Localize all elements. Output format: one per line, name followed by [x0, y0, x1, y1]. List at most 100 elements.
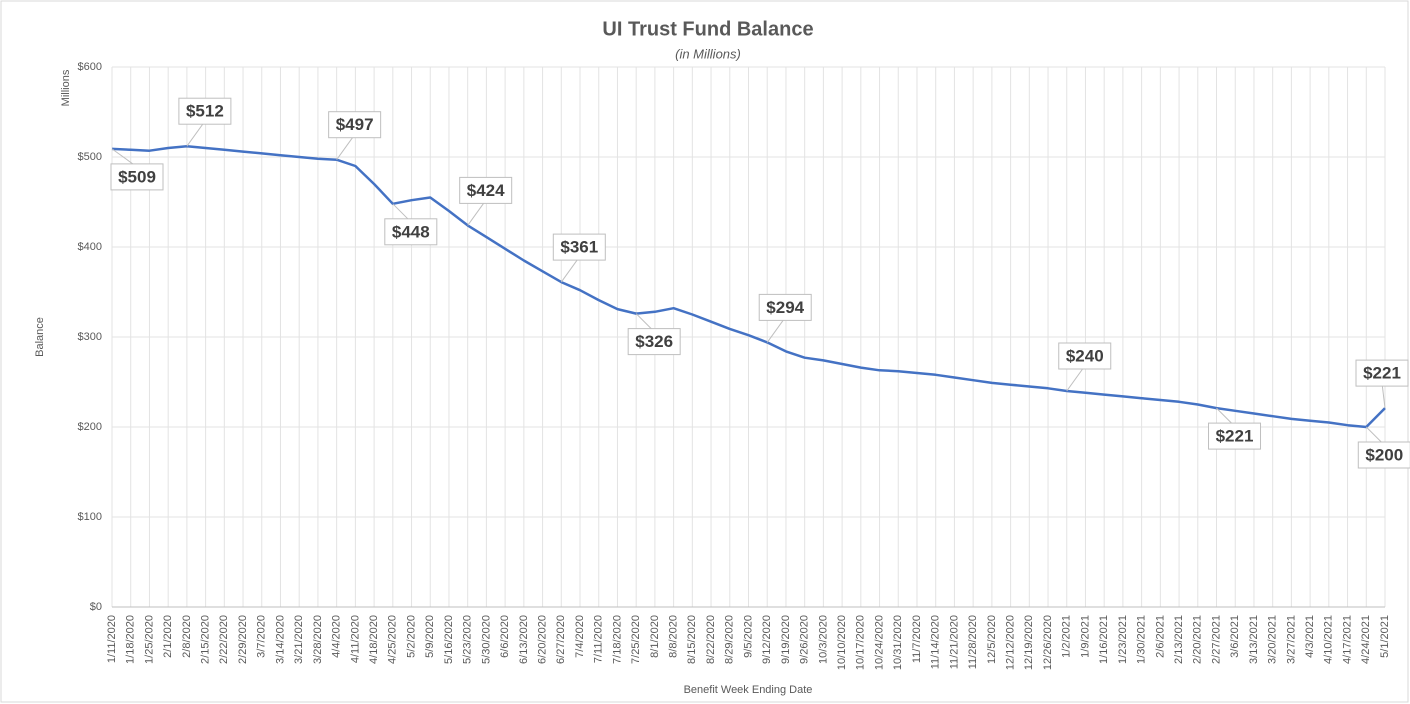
data-label: $221	[1216, 427, 1254, 446]
x-tick-label: 7/4/2020	[574, 615, 586, 658]
y-tick-label: $400	[78, 241, 102, 253]
y-tick-label: $600	[78, 61, 102, 73]
x-tick-label: 11/14/2020	[930, 615, 942, 669]
x-tick-label: 5/23/2020	[462, 615, 474, 664]
x-tick-label: 10/3/2020	[817, 615, 829, 664]
x-tick-label: 1/25/2020	[143, 615, 155, 664]
callout-leader	[336, 134, 356, 160]
data-label: $509	[118, 167, 156, 186]
x-tick-label: 2/15/2020	[200, 615, 212, 664]
y-tick-label: $200	[78, 421, 102, 433]
x-tick-label: 3/14/2020	[274, 615, 286, 664]
x-tick-label: 1/18/2020	[125, 615, 137, 664]
x-tick-label: 4/10/2021	[1323, 615, 1335, 664]
chart-title: UI Trust Fund Balance	[602, 18, 813, 40]
callout-box	[459, 176, 513, 204]
data-label: $221	[1363, 364, 1401, 383]
x-tick-label: 11/28/2020	[967, 615, 979, 669]
x-tick-label: 1/23/2021	[1117, 615, 1129, 664]
x-tick-label: 3/13/2021	[1248, 615, 1260, 664]
y-tick-label: $300	[78, 331, 102, 343]
callout-leader	[766, 317, 786, 343]
y-tick-label: $0	[90, 601, 102, 613]
x-tick-label: 6/6/2020	[499, 615, 511, 658]
chart-subtitle: (in Millions)	[675, 46, 741, 61]
data-label: $361	[560, 238, 598, 257]
x-tick-label: 1/2/2021	[1061, 615, 1073, 658]
x-tick-label: 8/1/2020	[649, 615, 661, 658]
x-tick-label: 3/7/2020	[256, 615, 268, 658]
x-tick-label: 6/20/2020	[536, 615, 548, 664]
x-tick-label: 4/4/2020	[331, 615, 343, 658]
x-tick-label: 2/13/2021	[1173, 615, 1185, 664]
x-tick-label: 5/16/2020	[443, 615, 455, 664]
data-label: $448	[392, 222, 430, 241]
y-axis-title: Balance	[34, 317, 46, 357]
x-tick-label: 4/25/2020	[387, 615, 399, 664]
x-tick-label: 12/5/2020	[986, 615, 998, 664]
x-tick-label: 1/16/2021	[1098, 615, 1110, 664]
x-tick-label: 7/18/2020	[611, 615, 623, 664]
callout-box	[552, 233, 606, 261]
callout-leader	[560, 256, 580, 283]
x-tick-label: 4/18/2020	[368, 615, 380, 664]
y-unit-label: Millions	[60, 69, 72, 106]
y-tick-label: $500	[78, 151, 102, 163]
x-tick-label: 10/17/2020	[855, 615, 867, 670]
x-tick-label: 6/13/2020	[518, 615, 530, 664]
x-tick-label: 3/6/2021	[1229, 615, 1241, 658]
x-tick-label: 12/19/2020	[1023, 615, 1035, 670]
x-tick-label: 7/25/2020	[630, 615, 642, 664]
x-tick-label: 8/8/2020	[668, 615, 680, 658]
x-tick-label: 1/11/2020	[106, 615, 118, 663]
x-tick-label: 9/26/2020	[799, 615, 811, 664]
data-label: $326	[635, 332, 673, 351]
x-tick-label: 12/12/2020	[1004, 615, 1016, 670]
callout-box	[384, 218, 438, 246]
x-tick-label: 3/21/2020	[293, 615, 305, 664]
callout-box	[1357, 441, 1410, 469]
x-tick-label: 2/1/2020	[162, 615, 174, 658]
x-tick-label: 2/20/2021	[1192, 615, 1204, 664]
data-label: $424	[467, 181, 505, 200]
x-axis-title: Benefit Week Ending Date	[684, 684, 813, 696]
callout-box	[110, 163, 164, 191]
x-tick-label: 11/21/2020	[948, 615, 960, 669]
data-label: $200	[1365, 445, 1403, 464]
data-line	[111, 144, 1386, 429]
callout-leader	[467, 200, 487, 226]
x-tick-label: 8/29/2020	[724, 615, 736, 664]
x-tick-label: 5/1/2021	[1379, 615, 1391, 658]
x-tick-label: 2/27/2021	[1210, 615, 1222, 664]
x-tick-label: 1/30/2021	[1136, 615, 1148, 664]
callout-leader	[186, 120, 206, 147]
callout-box	[1355, 359, 1409, 387]
x-tick-label: 9/5/2020	[742, 615, 754, 658]
x-tick-label: 4/3/2021	[1304, 615, 1316, 658]
callout-box	[1208, 422, 1262, 450]
callout-box	[1058, 342, 1112, 370]
data-label: $512	[186, 102, 224, 121]
x-tick-label: 4/17/2021	[1341, 615, 1353, 664]
x-tick-label: 9/19/2020	[780, 615, 792, 664]
callout-box	[178, 97, 232, 125]
x-tick-label: 12/26/2020	[1042, 615, 1054, 670]
callout-box	[758, 293, 812, 321]
x-tick-label: 1/9/2021	[1079, 615, 1091, 658]
x-tick-label: 5/2/2020	[405, 615, 417, 658]
x-tick-label: 9/12/2020	[761, 615, 773, 664]
x-tick-label: 5/9/2020	[424, 615, 436, 658]
callout-leader	[1066, 365, 1086, 392]
x-tick-label: 2/29/2020	[237, 615, 249, 664]
x-tick-label: 2/8/2020	[181, 615, 193, 658]
x-tick-label: 8/22/2020	[705, 615, 717, 664]
x-tick-label: 10/31/2020	[892, 615, 904, 670]
y-tick-label: $100	[78, 511, 102, 523]
data-label: $294	[766, 298, 804, 317]
data-label: $240	[1066, 346, 1104, 365]
x-tick-label: 5/30/2020	[480, 615, 492, 664]
callout-box	[328, 111, 382, 139]
x-tick-label: 3/20/2021	[1267, 615, 1279, 664]
